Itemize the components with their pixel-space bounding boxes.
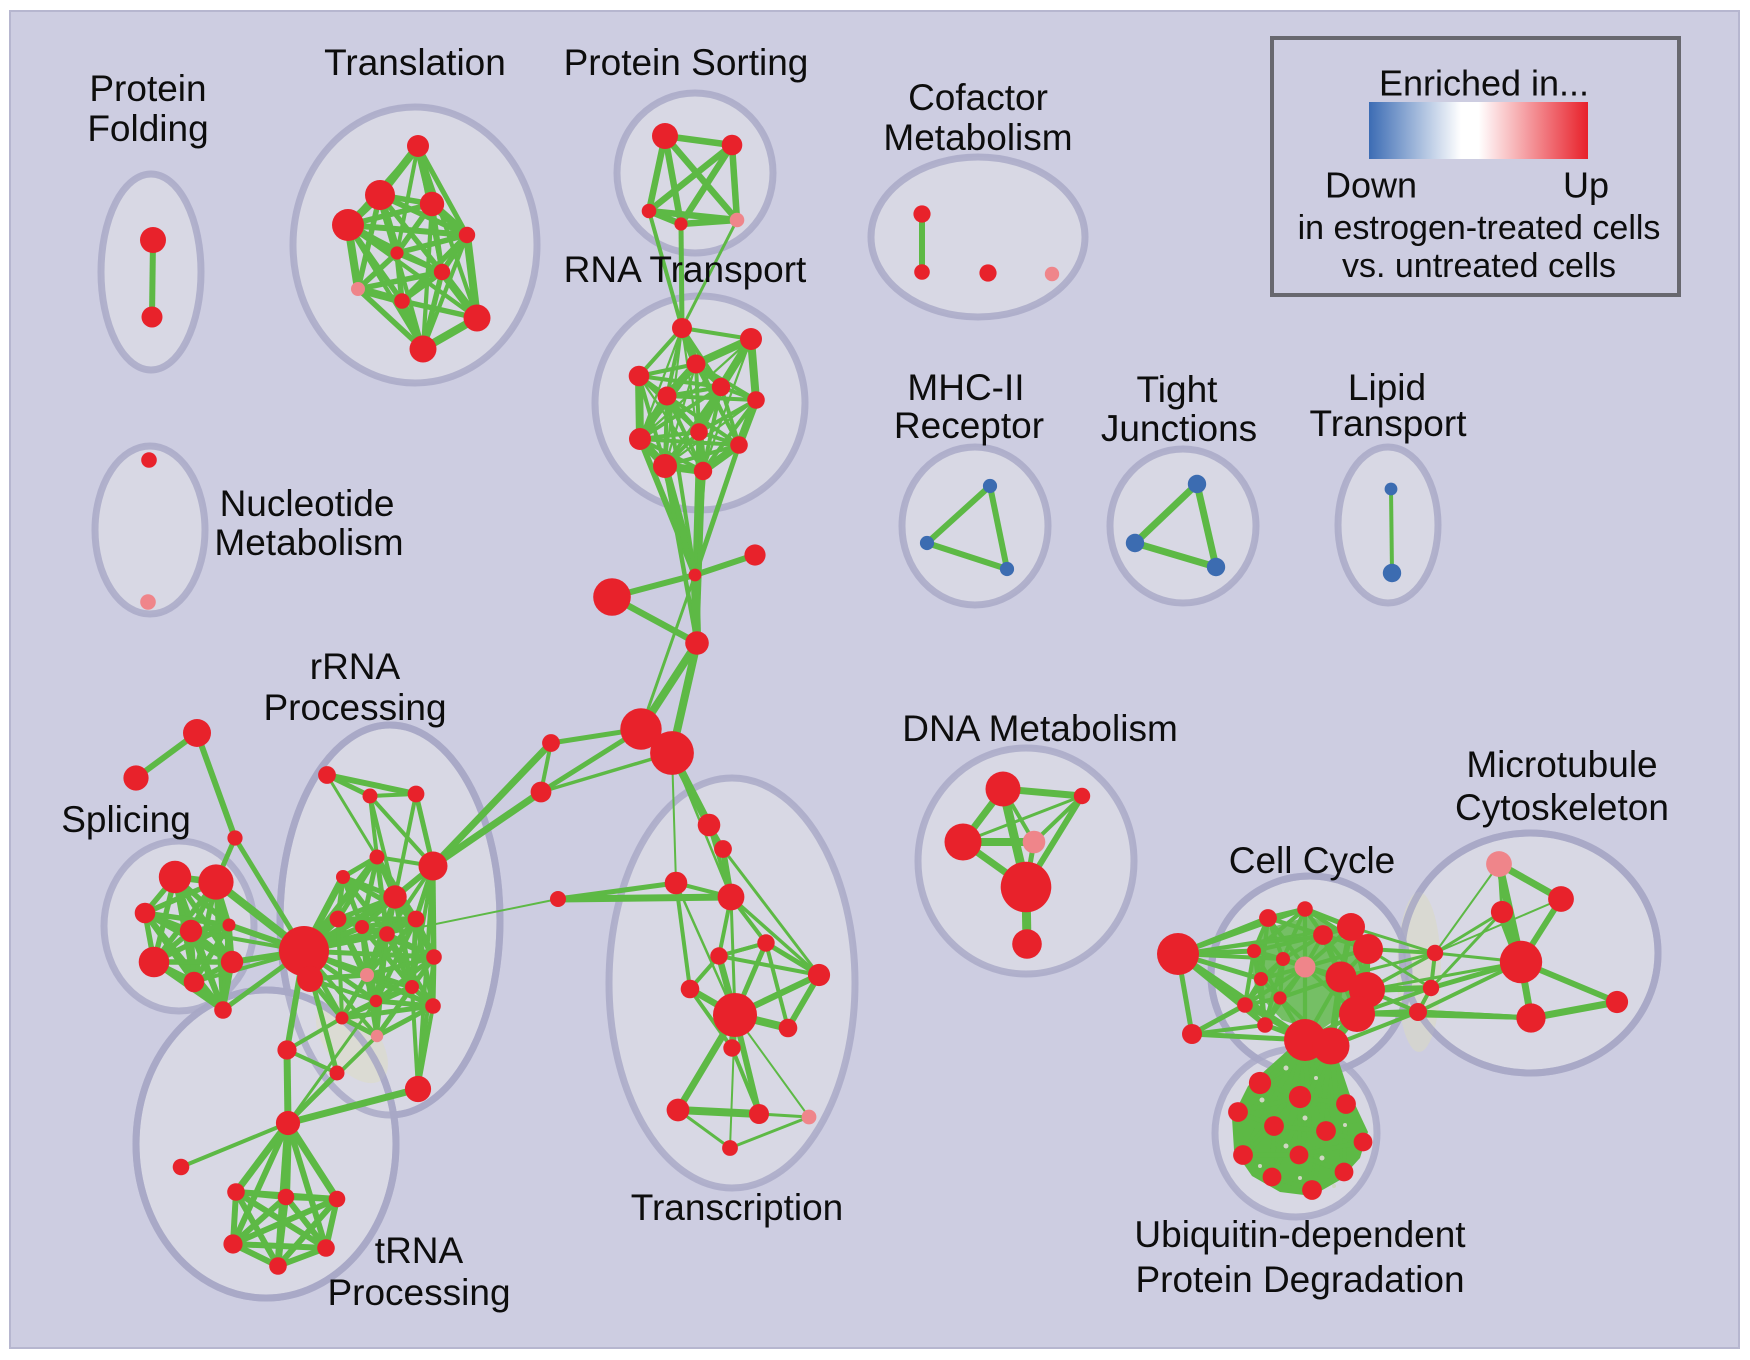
- svg-text:RNA Transport: RNA Transport: [564, 249, 807, 290]
- svg-text:Down: Down: [1325, 165, 1417, 206]
- svg-text:Microtubule: Microtubule: [1466, 744, 1657, 785]
- svg-text:Cell Cycle: Cell Cycle: [1229, 840, 1396, 881]
- svg-text:Cytoskeleton: Cytoskeleton: [1455, 787, 1669, 828]
- svg-text:tRNA: tRNA: [375, 1230, 464, 1271]
- svg-text:Nucleotide: Nucleotide: [220, 483, 395, 524]
- svg-text:Processing: Processing: [327, 1272, 510, 1313]
- svg-text:Folding: Folding: [87, 108, 208, 149]
- svg-text:Cofactor: Cofactor: [908, 77, 1048, 118]
- svg-text:Enriched in...: Enriched in...: [1379, 63, 1589, 104]
- svg-text:Tight: Tight: [1137, 369, 1219, 410]
- svg-text:Processing: Processing: [263, 687, 446, 728]
- svg-text:in estrogen-treated cells: in estrogen-treated cells: [1298, 209, 1661, 247]
- svg-text:Lipid: Lipid: [1348, 367, 1426, 408]
- svg-text:rRNA: rRNA: [310, 646, 401, 687]
- svg-text:Up: Up: [1563, 165, 1609, 206]
- svg-text:Splicing: Splicing: [61, 799, 191, 840]
- svg-text:Metabolism: Metabolism: [214, 522, 403, 563]
- svg-text:Receptor: Receptor: [894, 405, 1044, 446]
- svg-text:Transcription: Transcription: [631, 1187, 843, 1228]
- svg-text:Protein Sorting: Protein Sorting: [564, 42, 809, 83]
- svg-text:Metabolism: Metabolism: [883, 117, 1072, 158]
- svg-text:vs. untreated cells: vs. untreated cells: [1342, 247, 1616, 285]
- svg-text:Transport: Transport: [1310, 403, 1468, 444]
- svg-text:MHC-II: MHC-II: [907, 367, 1024, 408]
- svg-text:Protein Degradation: Protein Degradation: [1135, 1259, 1464, 1300]
- svg-text:Translation: Translation: [324, 42, 506, 83]
- svg-text:Ubiquitin-dependent: Ubiquitin-dependent: [1134, 1214, 1466, 1255]
- svg-text:Protein: Protein: [89, 68, 206, 109]
- svg-text:DNA Metabolism: DNA Metabolism: [902, 708, 1178, 749]
- svg-text:Junctions: Junctions: [1101, 408, 1257, 449]
